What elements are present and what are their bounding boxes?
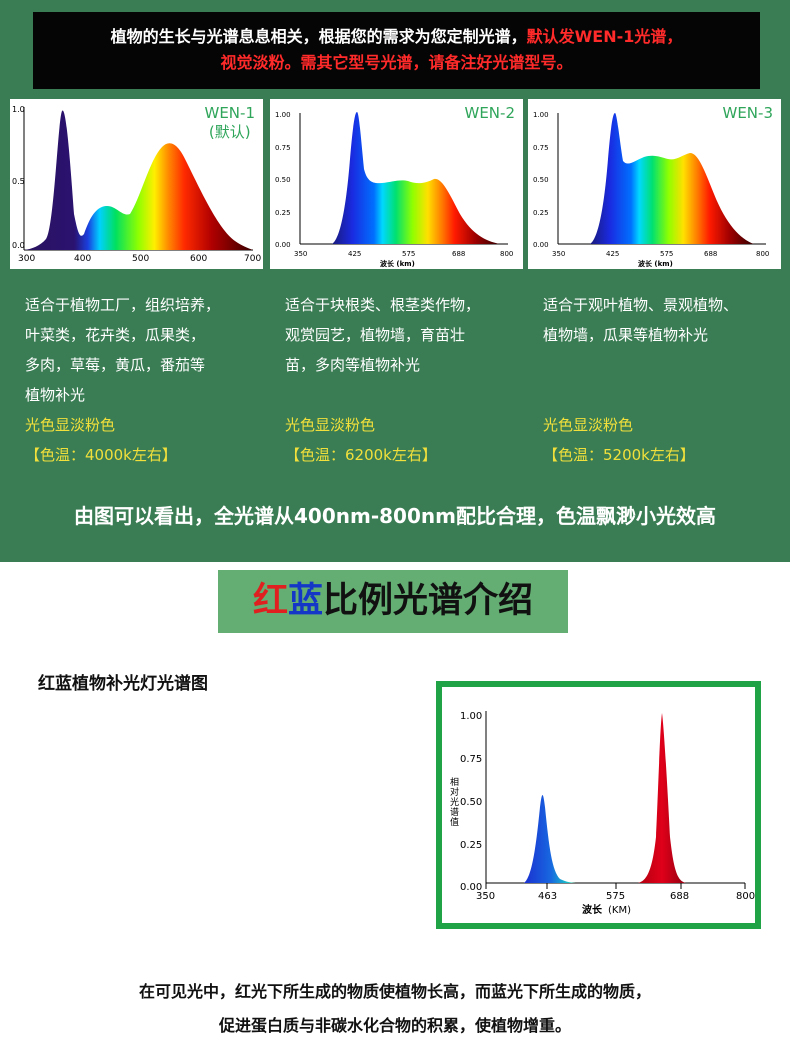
svg-text:1.00: 1.00 (275, 111, 291, 119)
svg-text:0.00: 0.00 (533, 241, 549, 249)
spectrum-summary: 由图可以看出，全光谱从400nm-800nm配比合理，色温飘渺小光效高 (74, 504, 716, 528)
description-line: 苗，多肉等植物补光 (285, 356, 421, 374)
x-axis-label: 波长 (km) (638, 259, 673, 268)
svg-text:1.0: 1.0 (12, 105, 25, 114)
svg-text:700: 700 (244, 254, 261, 264)
spectrum-label-wen3: WEN-3 (723, 104, 774, 123)
description-line: 叶菜类，花卉类，瓜果类， (25, 326, 206, 344)
svg-text:575: 575 (660, 250, 673, 258)
svg-text:425: 425 (606, 250, 619, 258)
banner-text-white: 植物的生长与光谱息息相关，根据您的需求为您定制光谱， (110, 27, 527, 46)
svg-text:0.75: 0.75 (275, 144, 291, 152)
svg-text:0.25: 0.25 (275, 209, 291, 217)
light-color-note: 光色显淡粉色 (25, 416, 116, 434)
top-section: 植物的生长与光谱息息相关，根据您的需求为您定制光谱，默认发WEN-1光谱， 视觉… (0, 0, 790, 562)
chart-subtitle: 红蓝植物补光灯光谱图 (38, 674, 208, 694)
svg-text:1.00: 1.00 (460, 711, 482, 722)
svg-text:688: 688 (670, 891, 689, 902)
svg-text:谱: 谱 (450, 806, 459, 818)
wen3-description: 适合于观叶植物、景观植物、 植物墙，瓜果等植物补光 光色显淡粉色 【色温：520… (543, 290, 783, 470)
x-axis-label: 波长 (km) (380, 259, 415, 268)
svg-text:800: 800 (756, 250, 769, 258)
svg-text:350: 350 (476, 891, 495, 902)
svg-text:0.50: 0.50 (275, 176, 291, 184)
svg-text:463: 463 (538, 891, 557, 902)
x-axis-unit: (KM) (608, 905, 631, 916)
svg-text:350: 350 (552, 250, 565, 258)
color-temp-note: 【色温：4000k左右】 (25, 446, 177, 464)
color-temp-note: 【色温：5200k左右】 (543, 446, 695, 464)
svg-text:0.25: 0.25 (533, 209, 549, 217)
light-color-note: 光色显淡粉色 (543, 416, 634, 434)
svg-text:0.75: 0.75 (533, 144, 549, 152)
svg-text:600: 600 (190, 254, 207, 264)
description-line: 植物补光 (25, 386, 86, 404)
spectrum-label-wen1: WEN-1 (默认) (205, 104, 256, 142)
svg-text:0.0: 0.0 (12, 241, 25, 250)
svg-text:400: 400 (74, 254, 91, 264)
spectrum-card-wen2: 1.00 0.75 0.50 0.25 0.00 350 425 575 688… (270, 99, 523, 269)
section-title-rest: 比例光谱介绍 (323, 581, 534, 621)
svg-text:575: 575 (606, 891, 625, 902)
light-color-note: 光色显淡粉色 (285, 416, 376, 434)
spectrum-model-name: WEN-2 (464, 104, 516, 122)
description-line: 多肉，草莓，黄瓜，番茄等 (25, 356, 206, 374)
svg-text:0.50: 0.50 (533, 176, 549, 184)
spectrum-chart-wen2: 1.00 0.75 0.50 0.25 0.00 350 425 575 688… (275, 111, 513, 268)
svg-text:相: 相 (450, 776, 459, 788)
svg-text:对: 对 (450, 786, 459, 798)
wen2-description: 适合于块根类、根茎类作物， 观赏园艺，植物墙，育苗壮 苗，多肉等植物补光 光色显… (285, 290, 525, 470)
spectrum-model-name: WEN-3 (722, 104, 774, 122)
svg-text:0.00: 0.00 (275, 241, 291, 249)
svg-text:688: 688 (704, 250, 717, 258)
color-temp-note: 【色温：6200k左右】 (285, 446, 437, 464)
x-tick: 300 (18, 254, 35, 264)
svg-text:0.50: 0.50 (460, 797, 482, 808)
svg-text:0.00: 0.00 (460, 882, 482, 893)
svg-text:800: 800 (736, 891, 755, 902)
spectrum-default-note: (默认) (208, 123, 251, 141)
svg-text:350: 350 (294, 250, 307, 258)
banner-text-red: 默认发WEN-1光谱， (526, 27, 683, 46)
svg-text:688: 688 (452, 250, 465, 258)
footer-line-1: 在可见光中，红光下所生成的物质使植物长高，而蓝光下所生成的物质， (138, 982, 651, 1001)
y-axis-label: 相 对 光 谱 值 (450, 776, 459, 828)
section-title-red: 红 (252, 581, 288, 621)
description-line: 植物墙，瓜果等植物补光 (543, 326, 709, 344)
spectrum-card-wen1: 1.0 0.5 0.0 300 400 500 600 700 WEN-1 (默… (10, 99, 263, 269)
red-blue-spectrum-chart: 1.00 0.75 0.50 0.25 0.00 350 463 575 688… (450, 711, 755, 916)
spectrum-chart-wen1: 1.0 0.5 0.0 300 400 500 600 700 (12, 105, 261, 264)
footer-line-2: 促进蛋白质与非碳水化合物的积累，使植物增重。 (218, 1016, 571, 1035)
section-title-blue: 蓝 (287, 581, 323, 621)
svg-text:光: 光 (450, 796, 459, 808)
banner-text-red-line2: 视觉淡粉。需其它型号光谱，请备注好光谱型号。 (220, 53, 573, 72)
description-line: 观赏园艺，植物墙，育苗壮 (285, 326, 466, 344)
spectrum-model-name: WEN-1 (204, 104, 256, 122)
svg-text:425: 425 (348, 250, 361, 258)
spectrum-chart-wen3: 1.00 0.75 0.50 0.25 0.00 350 425 575 688… (533, 111, 769, 268)
wen1-description: 适合于植物工厂，组织培养， 叶菜类，花卉类，瓜果类， 多肉，草莓，黄瓜，番茄等 … (25, 290, 265, 470)
red-blue-spectrum-frame: 1.00 0.75 0.50 0.25 0.00 350 463 575 688… (436, 681, 761, 929)
svg-text:0.5: 0.5 (12, 177, 25, 186)
svg-text:值: 值 (450, 816, 459, 828)
spectrum-label-wen2: WEN-2 (465, 104, 516, 123)
x-axis-label: 波长 (582, 903, 603, 916)
svg-text:1.00: 1.00 (533, 111, 549, 119)
description-line: 适合于观叶植物、景观植物、 (543, 296, 739, 314)
svg-text:500: 500 (132, 254, 149, 264)
intro-banner: 植物的生长与光谱息息相关，根据您的需求为您定制光谱，默认发WEN-1光谱， 视觉… (33, 12, 760, 89)
svg-text:0.75: 0.75 (460, 754, 482, 765)
description-line: 适合于植物工厂，组织培养， (25, 296, 221, 314)
spectrum-card-wen3: 1.00 0.75 0.50 0.25 0.00 350 425 575 688… (528, 99, 781, 269)
section-title: 红蓝比例光谱介绍 (218, 570, 568, 633)
svg-text:0.25: 0.25 (460, 840, 482, 851)
svg-text:575: 575 (402, 250, 415, 258)
description-line: 适合于块根类、根茎类作物， (285, 296, 481, 314)
svg-text:800: 800 (500, 250, 513, 258)
